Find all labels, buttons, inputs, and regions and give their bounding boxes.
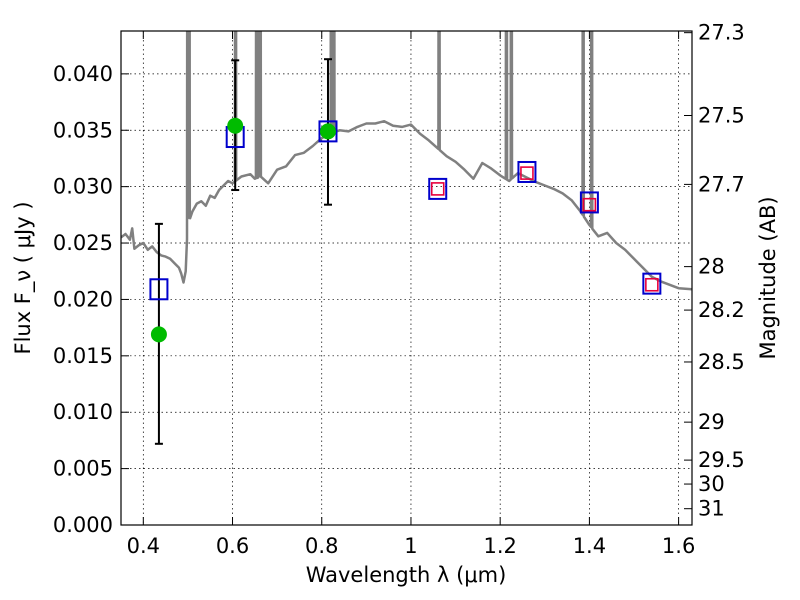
mag-tick-label-9: 31 <box>698 497 725 521</box>
x-tick-label-1: 0.6 <box>216 534 249 558</box>
y-tick-label-2: 0.010 <box>53 400 113 424</box>
y-tick-label-4: 0.020 <box>53 287 113 311</box>
observed-point-0 <box>150 326 167 343</box>
x-tick-label-2: 0.8 <box>305 534 338 558</box>
y-tick-label-7: 0.035 <box>53 118 113 142</box>
x-axis-label: Wavelength λ (μm) <box>306 563 507 587</box>
mag-tick-label-8: 30 <box>698 472 725 496</box>
y-tick-label-1: 0.005 <box>53 457 113 481</box>
input-photometry-point-2 <box>582 197 597 212</box>
mag-tick-label-3: 28 <box>698 255 725 279</box>
model-spectrum-line <box>121 31 692 291</box>
model-photometry-point-6 <box>642 272 662 295</box>
input-photometry-point-3 <box>645 277 659 292</box>
spectrum-layer <box>121 31 692 291</box>
y-axis-label: Flux F_ν ( μJy ) <box>11 201 36 354</box>
observed-point-1 <box>227 117 244 134</box>
input-photometry-point-0 <box>430 182 445 196</box>
model-photometry-point-4 <box>517 160 537 183</box>
x-tick-label-6: 1.6 <box>662 534 695 558</box>
y-tick-label-8: 0.040 <box>53 62 113 86</box>
model-photometry-point-5 <box>579 191 599 214</box>
model-photometry-point-2 <box>318 120 338 143</box>
y-axis-ticks: 0.000 0.005 0.010 0.015 0.020 0.025 0.030 0.035… <box>53 62 129 537</box>
observed-point-2 <box>319 123 336 140</box>
mag-tick-label-1: 27.5 <box>698 104 745 128</box>
x-tick-label-4: 1.2 <box>483 534 516 558</box>
observed-photometry-layer <box>150 117 336 343</box>
y-tick-label-6: 0.030 <box>53 175 113 199</box>
mag-tick-label-0: 27.3 <box>698 21 745 45</box>
y-tick-label-3: 0.015 <box>53 344 113 368</box>
x-tick-label-0: 0.4 <box>127 534 160 558</box>
model-photometry-point-3 <box>428 177 448 200</box>
x-axis-ticks: 0.4 0.6 0.8 1 1.2 1.4 1.6 <box>127 31 695 558</box>
magnitude-axis-label: Magnitude (AB) <box>756 196 780 359</box>
input-photometry-point-1 <box>520 166 534 180</box>
model-photometry-layer <box>149 120 662 301</box>
x-tick-label-5: 1.4 <box>573 534 606 558</box>
plot-frame <box>120 30 693 526</box>
mag-tick-label-5: 28.5 <box>698 350 745 374</box>
model-photometry-point-0 <box>149 278 169 301</box>
x-tick-label-3: 1 <box>404 534 417 558</box>
plot-area <box>121 31 692 445</box>
mag-tick-label-4: 28.2 <box>698 298 745 322</box>
y-tick-label-5: 0.025 <box>53 231 113 255</box>
mag-tick-label-2: 27.7 <box>698 172 745 196</box>
mag-tick-label-7: 29.5 <box>698 448 745 472</box>
y-tick-label-0: 0.000 <box>53 513 113 537</box>
mag-tick-label-6: 29 <box>698 410 725 434</box>
